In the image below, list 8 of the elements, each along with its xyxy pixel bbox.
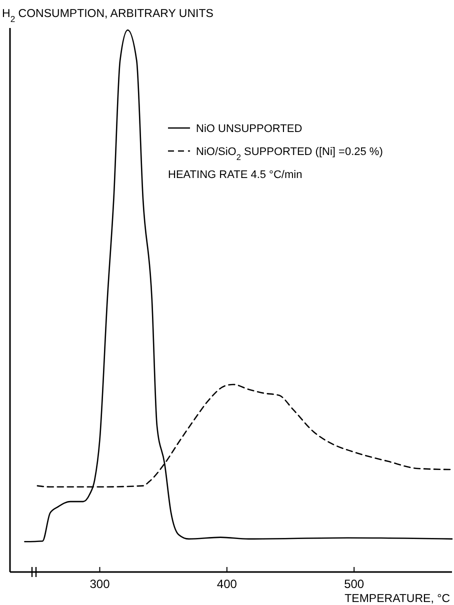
legend-label: NiO UNSUPPORTED [196,123,302,135]
annotation: HEATING RATE 4.5 °C/min [168,169,302,181]
y-axis-title: H$_{2}$ CONSUMPTION, ARBITRARY UNITS [2,8,214,24]
x-axis-title: TEMPERATURE, °C [344,593,450,605]
x-tick-label: 400 [216,577,238,591]
legend-label: NiO/SiO$_{2}$ SUPPORTED ([Ni] =0.25 %) [196,146,383,162]
x-tick-label: 500 [344,577,364,591]
x-tick-label: 300 [90,577,110,591]
